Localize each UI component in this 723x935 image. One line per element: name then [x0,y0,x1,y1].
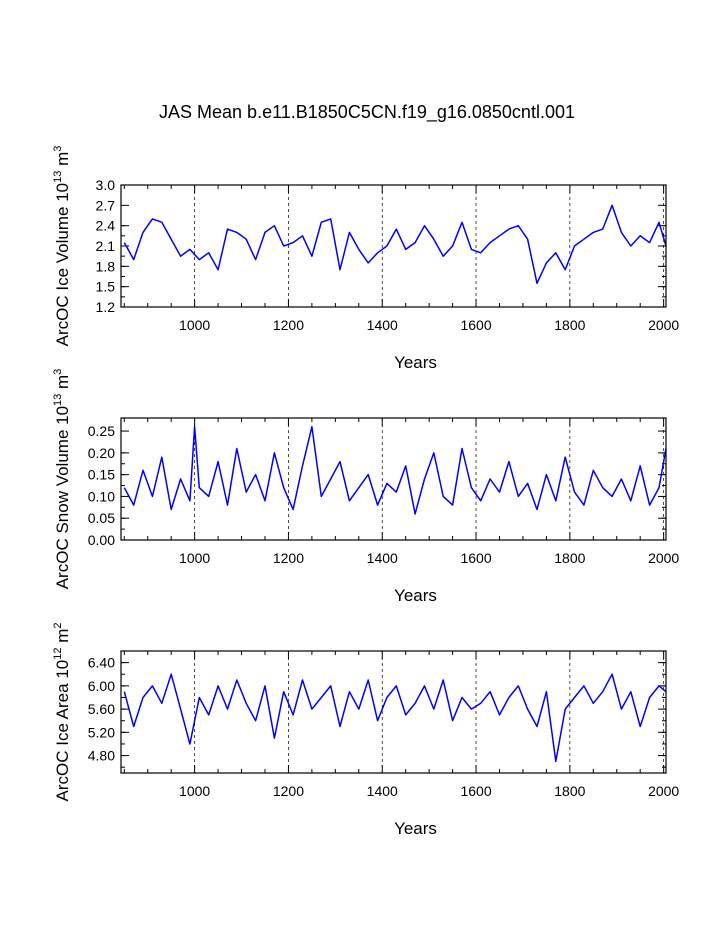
x-tick-label: 1600 [460,783,491,799]
x-tick-label: 1400 [367,783,398,799]
x-tick-label: 1400 [367,317,398,333]
x-axis-title: Years [394,353,437,372]
chart-panel-2: 1000 1200 1400 1600 1800 2000 0.00 0.05 0.10 0.15… [52,369,679,605]
y-tick-label: 1.5 [96,279,116,295]
x-tick-label: 1800 [554,317,585,333]
data-series-line [123,673,667,763]
plot-frame [120,417,667,541]
y-tick-label: 0.15 [88,467,115,483]
x-axis-title: Years [394,586,437,605]
y-tick-label: 6.00 [88,678,115,694]
y-axis-title: ArcOC Ice Volume 1013 m3 [52,146,72,347]
y-tick-label: 4.80 [88,748,115,764]
y-tick-label: 2.1 [96,238,116,254]
chart-panel-1: 1000 1200 1400 1600 1800 2000 1.2 1.5 1.8 2.1 2.4 2… [52,146,679,372]
figure-title: JAS Mean b.e11.B1850C5CN.f19_g16.0850cnt… [159,102,575,123]
x-tick-label: 1400 [367,550,398,566]
x-tick-label: 1200 [273,317,304,333]
y-tick-label: 6.40 [88,655,115,671]
chart-panel-3: 1000 1200 1400 1600 1800 2000 4.80 5.20 5.60 6.00… [52,623,679,839]
y-tick-label: 0.05 [88,510,115,526]
x-tick-label: 1000 [179,783,210,799]
x-tick-label: 1000 [179,317,210,333]
x-axis-title: Years [394,819,437,838]
x-tick-label: 1800 [554,550,585,566]
y-tick-label: 2.7 [96,197,116,213]
y-tick-label: 0.25 [88,423,115,439]
plot-frame [120,650,667,774]
y-tick-label: 1.8 [96,258,116,274]
x-tick-label: 1200 [273,783,304,799]
y-tick-label: 5.20 [88,724,115,740]
x-tick-label: 2000 [648,783,679,799]
x-tick-label: 2000 [648,317,679,333]
y-tick-label: 2.4 [96,218,116,234]
x-tick-label: 1800 [554,783,585,799]
y-tick-label: 0.10 [88,488,115,504]
data-series-line [123,425,667,515]
y-tick-label: 0.00 [88,532,115,548]
y-axis-title: ArcOC Snow Volume 1013 m3 [52,369,72,590]
y-tick-label: 5.60 [88,701,115,717]
data-series-line [123,204,667,285]
plot-frame [120,184,667,308]
y-tick-label: 0.20 [88,445,115,461]
x-tick-label: 1600 [460,317,491,333]
y-tick-label: 1.2 [96,299,116,315]
x-tick-label: 1600 [460,550,491,566]
x-tick-label: 1200 [273,550,304,566]
panels-container: 1000 1200 1400 1600 1800 2000 1.2 1.5 1.8 2.1 2.4 2… [52,146,679,838]
x-tick-label: 1000 [179,550,210,566]
y-tick-label: 3.0 [96,177,116,193]
y-axis-title: ArcOC Ice Area 1012 m2 [52,623,72,802]
x-tick-label: 2000 [648,550,679,566]
